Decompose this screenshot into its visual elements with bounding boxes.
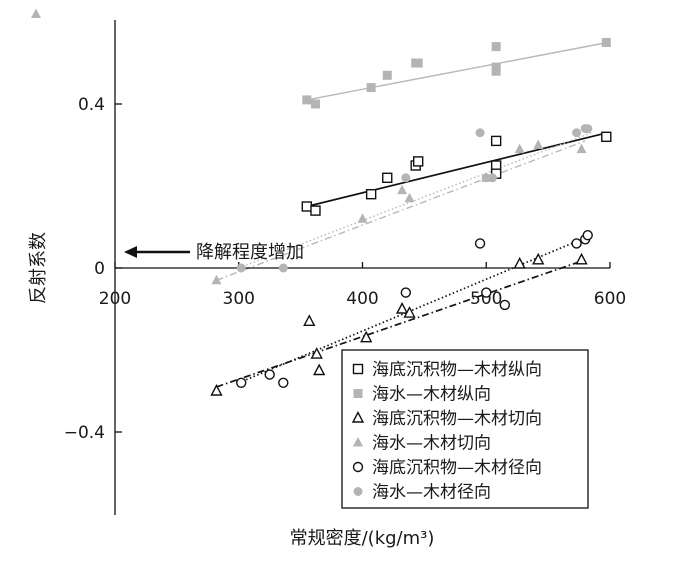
- axes: 200 300 400 500 600 −0.4 0 0.4: [64, 20, 626, 515]
- data-point: [481, 287, 492, 298]
- data-point: [403, 306, 416, 318]
- data-point: [236, 263, 246, 273]
- legend-marker: [353, 487, 363, 496]
- data-point: [481, 173, 491, 183]
- trend-line: [306, 131, 608, 208]
- data-point: [278, 377, 289, 388]
- data-point: [357, 213, 368, 223]
- y-axis-title: 反射系数: [28, 232, 49, 304]
- degradation-annotation: 降解程度增加: [124, 242, 304, 263]
- data-point: [31, 8, 41, 18]
- x-tick-label: 300: [223, 289, 255, 309]
- legend-marker: [352, 363, 364, 375]
- legend-label: 海底沉积物—木材切向: [372, 409, 542, 429]
- data-point: [302, 95, 312, 105]
- data-point: [365, 188, 377, 200]
- data-point: [264, 369, 275, 380]
- legend-label: 海水—木材纵向: [372, 385, 491, 405]
- data-point: [513, 256, 526, 269]
- data-point: [236, 377, 247, 388]
- data-point: [210, 383, 223, 396]
- x-tick-label: 200: [99, 289, 131, 309]
- data-point: [491, 42, 501, 52]
- data-point: [491, 66, 501, 76]
- data-point: [474, 238, 486, 249]
- data-point: [303, 314, 316, 326]
- y-tick-label: 0: [94, 259, 105, 279]
- data-point: [413, 58, 423, 68]
- data-points: [31, 8, 612, 396]
- data-point: [487, 173, 497, 183]
- legend-marker: [353, 389, 363, 398]
- data-point: [313, 363, 326, 376]
- data-point: [601, 38, 611, 47]
- trend-line: [216, 258, 586, 388]
- x-tick-label: 500: [470, 289, 502, 309]
- legend-label: 海底沉积物—木材径向: [372, 458, 542, 478]
- trend-line: [238, 132, 592, 269]
- y-tick-label: −0.4: [64, 423, 105, 443]
- annotation-text: 降解程度增加: [196, 242, 304, 263]
- legend-box: [341, 349, 589, 509]
- x-tick-label: 400: [346, 289, 378, 309]
- trend-line: [306, 41, 608, 101]
- data-point: [400, 287, 412, 298]
- data-point: [310, 347, 323, 359]
- data-point: [532, 252, 545, 265]
- legend-marker: [351, 410, 365, 423]
- data-point: [382, 172, 393, 184]
- data-point: [572, 128, 582, 138]
- data-point: [412, 156, 424, 167]
- data-point: [278, 263, 288, 273]
- legend-label: 海水—木材径向: [372, 483, 491, 503]
- legend-label: 海水—木材切向: [372, 434, 491, 454]
- legend-label: 海底沉积物—木材纵向: [372, 360, 542, 380]
- data-point: [366, 83, 376, 93]
- data-point: [601, 131, 612, 143]
- data-point: [301, 201, 313, 212]
- legend-marker: [353, 437, 363, 447]
- data-point: [395, 301, 409, 314]
- data-point: [514, 143, 525, 154]
- trend-lines: [216, 41, 608, 388]
- data-point: [571, 238, 582, 249]
- data-point: [397, 184, 408, 195]
- y-tick-label: 0.4: [78, 95, 105, 115]
- data-point: [583, 124, 593, 134]
- data-point: [382, 70, 392, 80]
- data-point: [401, 173, 411, 183]
- data-point: [582, 229, 593, 241]
- legend-marker: [352, 461, 364, 473]
- data-point: [310, 205, 321, 216]
- data-point: [475, 128, 485, 138]
- data-point: [404, 192, 415, 203]
- data-point: [310, 99, 320, 109]
- data-point: [490, 135, 502, 147]
- legend: 海底沉积物—木材纵向海水—木材纵向海底沉积物—木材切向海水—木材切向海底沉积物—…: [341, 349, 589, 509]
- annotation-arrow-head: [124, 246, 137, 258]
- data-point: [576, 143, 587, 154]
- x-axis-title: 常规密度/(kg/m³): [290, 528, 435, 549]
- data-point: [533, 139, 544, 149]
- data-point: [575, 252, 588, 265]
- data-point: [360, 330, 373, 343]
- x-tick-label: 600: [594, 289, 626, 309]
- data-point: [211, 274, 222, 285]
- data-point: [499, 299, 511, 311]
